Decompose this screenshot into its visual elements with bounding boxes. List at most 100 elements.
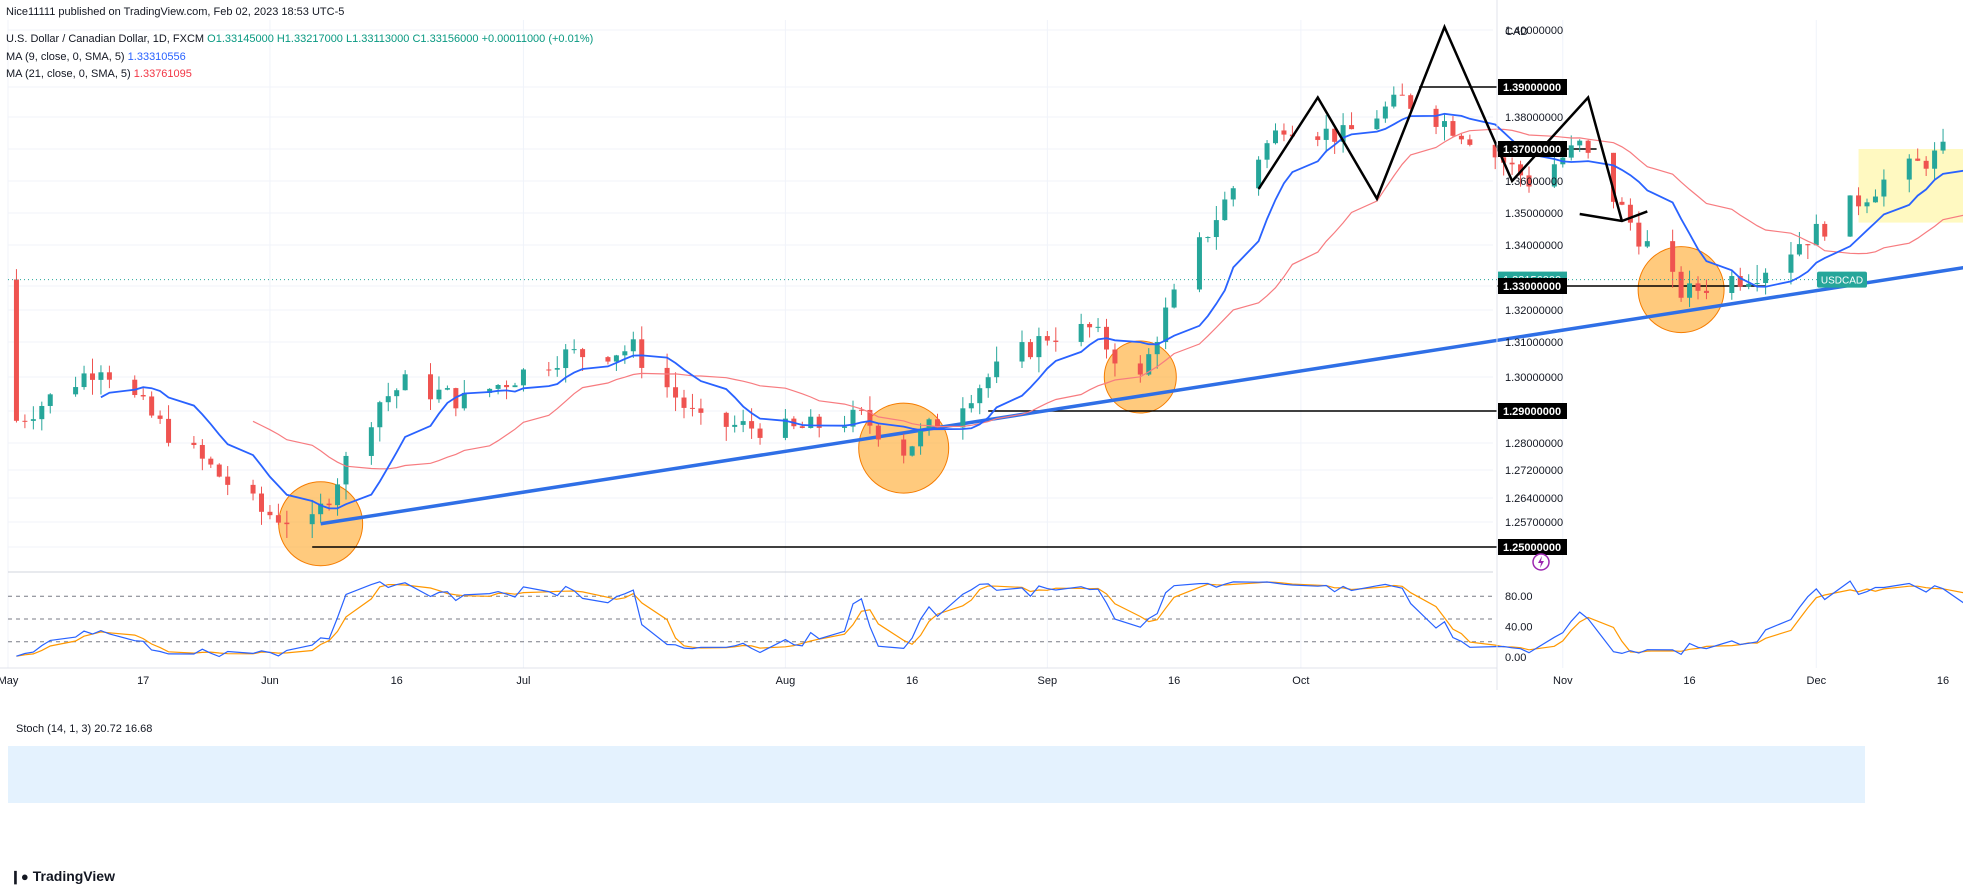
candle-body [782, 418, 788, 438]
candle-body [208, 458, 214, 465]
candle-body [1509, 162, 1515, 165]
candle-body [1264, 143, 1270, 160]
candle-body [394, 390, 400, 397]
ma9-legend[interactable]: MA (9, close, 0, SMA, 5) 1.33310556 [6, 51, 186, 63]
ma21-legend[interactable]: MA (21, close, 0, SMA, 5) 1.33761095 [6, 68, 192, 80]
candle-body [1196, 237, 1202, 290]
level-tag: 1.25000000 [1503, 542, 1561, 554]
published-line: Nice11111 published on TradingView.com, … [6, 6, 345, 18]
candle-body [1281, 130, 1287, 135]
candle-body [1906, 158, 1912, 180]
price-tick-label: 1.30000000 [1505, 372, 1563, 384]
candle-body [487, 388, 493, 393]
candle-body [140, 395, 146, 397]
time-tick-label: 16 [1937, 675, 1949, 687]
candle-body [284, 522, 290, 525]
stoch-legend[interactable]: Stoch (14, 1, 3) 20.72 16.68 [16, 723, 152, 735]
candle-body [1492, 144, 1498, 158]
candle-body [1611, 152, 1616, 202]
candle-body [842, 426, 848, 428]
price-tick-label: 1.38000000 [1505, 112, 1563, 124]
candle-body [1881, 179, 1887, 197]
candle-body [1442, 121, 1447, 127]
candle-body [1273, 130, 1278, 144]
candle-body [994, 361, 1000, 378]
candle-body [1872, 196, 1878, 203]
candle-body [1467, 139, 1473, 145]
time-tick-label: Jun [261, 675, 279, 687]
candle-body [909, 446, 915, 456]
candle-body [1450, 121, 1456, 136]
tradingview-brand[interactable]: ❙● TradingView [10, 868, 115, 885]
candle-body [1923, 160, 1929, 169]
price-tick-label: 1.28000000 [1505, 438, 1563, 450]
price-tick-label: 1.35000000 [1505, 208, 1563, 220]
candle-body [1230, 188, 1236, 200]
candle-body [1822, 223, 1828, 237]
level-tag-bg [1498, 278, 1567, 294]
candle-body [757, 428, 763, 438]
candle-body [1171, 289, 1177, 308]
candle-body [402, 374, 408, 391]
candle-body [47, 394, 53, 406]
candle-body [385, 396, 391, 403]
moving-averages [100, 112, 1963, 510]
candle-body [935, 419, 940, 428]
candle-body [1763, 272, 1769, 284]
candle-body [343, 455, 349, 485]
candle-body [461, 392, 467, 409]
candle-body [1340, 125, 1346, 142]
candle-body [926, 419, 932, 430]
stoch-k-line [16, 580, 1963, 658]
candles [13, 83, 1946, 538]
candle-body [1813, 223, 1819, 246]
candle-body [1796, 244, 1802, 255]
candle-body [377, 402, 383, 428]
stoch-k-value: 20.72 [94, 723, 122, 735]
candle-body [1644, 241, 1650, 247]
candle-body [1585, 140, 1591, 153]
candle-body [428, 374, 433, 400]
candle-body [749, 421, 755, 429]
level-tag-bg [1498, 539, 1567, 555]
candle-body [90, 373, 95, 380]
candle-body [520, 369, 526, 386]
candle-body [512, 385, 518, 388]
level-tag-bg [1498, 141, 1567, 157]
candle-body [1399, 94, 1405, 96]
candle-body [808, 416, 814, 428]
candle-body [267, 511, 273, 516]
candle-body [1619, 201, 1625, 205]
ohlc-values: O1.33145000 H1.33217000 L1.33113000 C1.3… [207, 33, 594, 45]
candle-body [13, 279, 19, 421]
candle-body [1940, 141, 1946, 151]
stochastic-pane: 80.00 40.00 0.00 [8, 580, 1963, 664]
stoch-band [8, 746, 1865, 803]
time-tick-label: 16 [1168, 675, 1180, 687]
candle-body [495, 385, 501, 389]
misc-marks [1532, 553, 1550, 571]
candle-body [1737, 276, 1743, 287]
stoch-d-value: 16.68 [124, 723, 153, 735]
candle-body [901, 439, 907, 456]
candle-body [1027, 342, 1033, 358]
candle-body [1163, 307, 1169, 343]
candle-body [1095, 326, 1101, 328]
candle-body [1256, 159, 1262, 189]
candle-body [918, 429, 924, 447]
candle-body [613, 355, 619, 362]
candle-body [1788, 254, 1794, 273]
time-tick-label: Dec [1807, 675, 1827, 687]
candle-body [554, 368, 560, 370]
symbol-description: U.S. Dollar / Canadian Dollar, 1D, FXCM [6, 33, 205, 45]
price-tick-label: 1.32000000 [1505, 305, 1563, 317]
candle-body [799, 426, 805, 428]
time-tick-label: 16 [1683, 675, 1695, 687]
candle-body [1695, 283, 1701, 291]
level-tag: 1.39000000 [1503, 82, 1561, 94]
price-tick-label: 1.40000000 [1505, 25, 1563, 37]
candle-body [850, 409, 856, 427]
candle-body [1154, 342, 1160, 355]
